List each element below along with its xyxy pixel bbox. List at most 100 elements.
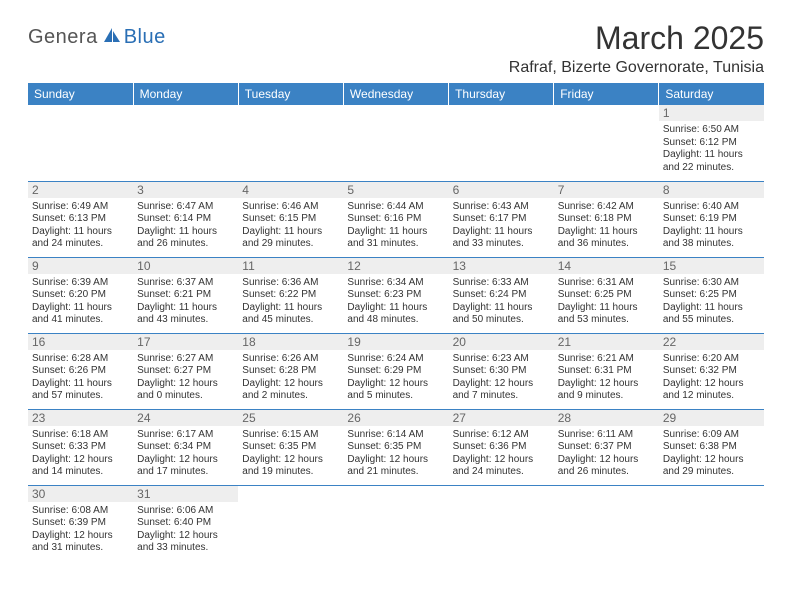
day-cell: 16Sunrise: 6:28 AMSunset: 6:26 PMDayligh… [28, 333, 133, 409]
day-details: Sunrise: 6:44 AMSunset: 6:16 PMDaylight:… [343, 199, 448, 254]
day-number: 23 [28, 410, 133, 426]
daylight-text: Daylight: 12 hours [453, 378, 550, 391]
daylight-text: and 45 minutes. [242, 314, 339, 327]
sunrise-text: Sunrise: 6:44 AM [347, 201, 444, 214]
day-cell: 21Sunrise: 6:21 AMSunset: 6:31 PMDayligh… [554, 333, 659, 409]
day-number: 27 [449, 410, 554, 426]
sunset-text: Sunset: 6:29 PM [347, 365, 444, 378]
day-cell: 29Sunrise: 6:09 AMSunset: 6:38 PMDayligh… [659, 409, 764, 485]
daylight-text: and 5 minutes. [347, 390, 444, 403]
sunrise-text: Sunrise: 6:18 AM [32, 429, 129, 442]
sunrise-text: Sunrise: 6:15 AM [242, 429, 339, 442]
sunset-text: Sunset: 6:38 PM [663, 441, 760, 454]
sunrise-text: Sunrise: 6:31 AM [558, 277, 655, 290]
day-cell: 28Sunrise: 6:11 AMSunset: 6:37 PMDayligh… [554, 409, 659, 485]
day-number: 2 [28, 182, 133, 198]
day-cell [554, 485, 659, 561]
day-details: Sunrise: 6:21 AMSunset: 6:31 PMDaylight:… [554, 351, 659, 406]
sunset-text: Sunset: 6:32 PM [663, 365, 760, 378]
daylight-text: and 14 minutes. [32, 466, 129, 479]
day-details: Sunrise: 6:28 AMSunset: 6:26 PMDaylight:… [28, 351, 133, 406]
day-cell [238, 105, 343, 181]
day-number: 25 [238, 410, 343, 426]
sunset-text: Sunset: 6:20 PM [32, 289, 129, 302]
day-details: Sunrise: 6:17 AMSunset: 6:34 PMDaylight:… [133, 427, 238, 482]
sunrise-text: Sunrise: 6:17 AM [137, 429, 234, 442]
day-details: Sunrise: 6:23 AMSunset: 6:30 PMDaylight:… [449, 351, 554, 406]
daylight-text: and 29 minutes. [663, 466, 760, 479]
daylight-text: Daylight: 12 hours [453, 454, 550, 467]
day-number: 9 [28, 258, 133, 274]
sunrise-text: Sunrise: 6:50 AM [663, 124, 760, 137]
day-number: 30 [28, 486, 133, 502]
day-number: 10 [133, 258, 238, 274]
sunset-text: Sunset: 6:14 PM [137, 213, 234, 226]
day-cell: 17Sunrise: 6:27 AMSunset: 6:27 PMDayligh… [133, 333, 238, 409]
sunrise-text: Sunrise: 6:12 AM [453, 429, 550, 442]
day-cell: 31Sunrise: 6:06 AMSunset: 6:40 PMDayligh… [133, 485, 238, 561]
sunrise-text: Sunrise: 6:39 AM [32, 277, 129, 290]
daylight-text: Daylight: 11 hours [663, 302, 760, 315]
day-cell: 11Sunrise: 6:36 AMSunset: 6:22 PMDayligh… [238, 257, 343, 333]
week-row: 2Sunrise: 6:49 AMSunset: 6:13 PMDaylight… [28, 181, 764, 257]
day-cell: 4Sunrise: 6:46 AMSunset: 6:15 PMDaylight… [238, 181, 343, 257]
day-number: 19 [343, 334, 448, 350]
day-cell [343, 485, 448, 561]
logo-text-blue: Blue [124, 26, 166, 49]
daylight-text: and 57 minutes. [32, 390, 129, 403]
day-details: Sunrise: 6:46 AMSunset: 6:15 PMDaylight:… [238, 199, 343, 254]
sunrise-text: Sunrise: 6:08 AM [32, 505, 129, 518]
daylight-text: and 31 minutes. [347, 238, 444, 251]
day-cell: 22Sunrise: 6:20 AMSunset: 6:32 PMDayligh… [659, 333, 764, 409]
sunrise-text: Sunrise: 6:20 AM [663, 353, 760, 366]
daylight-text: and 19 minutes. [242, 466, 339, 479]
sunrise-text: Sunrise: 6:49 AM [32, 201, 129, 214]
sunrise-text: Sunrise: 6:14 AM [347, 429, 444, 442]
daylight-text: Daylight: 11 hours [663, 226, 760, 239]
day-details: Sunrise: 6:06 AMSunset: 6:40 PMDaylight:… [133, 503, 238, 558]
daylight-text: and 26 minutes. [137, 238, 234, 251]
daylight-text: and 12 minutes. [663, 390, 760, 403]
daylight-text: Daylight: 12 hours [347, 454, 444, 467]
day-number: 20 [449, 334, 554, 350]
day-number: 3 [133, 182, 238, 198]
week-row: 1Sunrise: 6:50 AMSunset: 6:12 PMDaylight… [28, 105, 764, 181]
col-sunday: Sunday [28, 83, 133, 105]
daylight-text: Daylight: 11 hours [347, 302, 444, 315]
day-cell: 10Sunrise: 6:37 AMSunset: 6:21 PMDayligh… [133, 257, 238, 333]
day-cell [133, 105, 238, 181]
day-number: 7 [554, 182, 659, 198]
day-cell: 19 Sunrise: 6:24 AMSunset: 6:29 PMDayligh… [343, 333, 448, 409]
sunset-text: Sunset: 6:13 PM [32, 213, 129, 226]
daylight-text: Daylight: 11 hours [558, 302, 655, 315]
day-details: Sunrise: 6:36 AMSunset: 6:22 PMDaylight:… [238, 275, 343, 330]
sunset-text: Sunset: 6:26 PM [32, 365, 129, 378]
day-number: 24 [133, 410, 238, 426]
sunrise-text: Sunrise: 6:26 AM [242, 353, 339, 366]
daylight-text: and 24 minutes. [453, 466, 550, 479]
sunset-text: Sunset: 6:39 PM [32, 517, 129, 530]
daylight-text: Daylight: 12 hours [347, 378, 444, 391]
sunrise-text: Sunrise: 6:24 AM [347, 353, 444, 366]
sunrise-text: Sunrise: 6:33 AM [453, 277, 550, 290]
day-number: 4 [238, 182, 343, 198]
day-cell: 25Sunrise: 6:15 AMSunset: 6:35 PMDayligh… [238, 409, 343, 485]
day-cell: 30Sunrise: 6:08 AMSunset: 6:39 PMDayligh… [28, 485, 133, 561]
day-details: Sunrise: 6:49 AMSunset: 6:13 PMDaylight:… [28, 199, 133, 254]
sunset-text: Sunset: 6:33 PM [32, 441, 129, 454]
sunrise-text: Sunrise: 6:09 AM [663, 429, 760, 442]
header: Genera Blue March 2025 Rafraf, Bizerte G… [28, 20, 764, 77]
sunrise-text: Sunrise: 6:28 AM [32, 353, 129, 366]
day-cell: 18Sunrise: 6:26 AMSunset: 6:28 PMDayligh… [238, 333, 343, 409]
day-number: 8 [659, 182, 764, 198]
col-tuesday: Tuesday [238, 83, 343, 105]
day-details: Sunrise: 6:15 AMSunset: 6:35 PMDaylight:… [238, 427, 343, 482]
day-number: 31 [133, 486, 238, 502]
day-number: 22 [659, 334, 764, 350]
daylight-text: and 26 minutes. [558, 466, 655, 479]
daylight-text: and 50 minutes. [453, 314, 550, 327]
day-details: Sunrise: 6:39 AMSunset: 6:20 PMDaylight:… [28, 275, 133, 330]
sunset-text: Sunset: 6:34 PM [137, 441, 234, 454]
day-cell [449, 105, 554, 181]
daylight-text: and 33 minutes. [453, 238, 550, 251]
